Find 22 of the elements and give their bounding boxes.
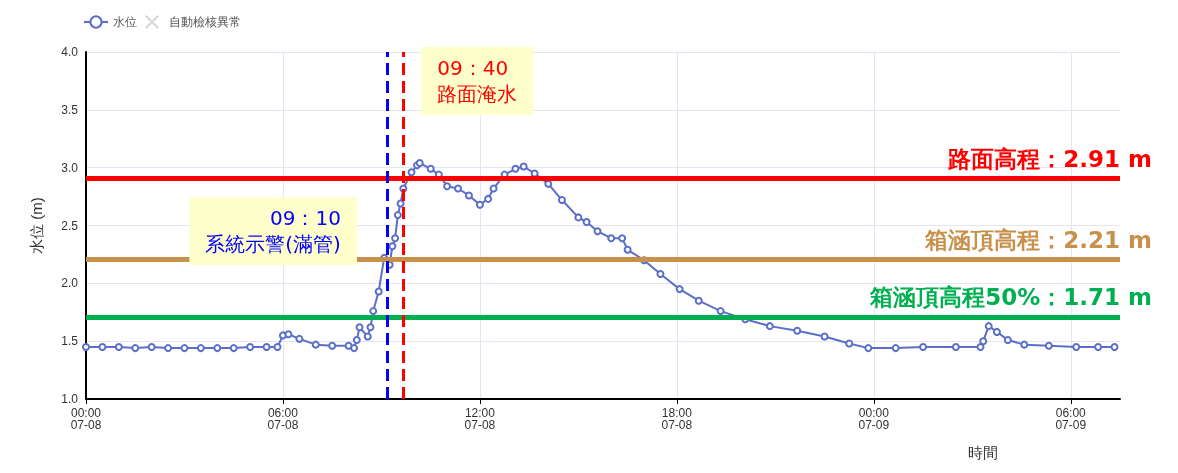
y-tick-label: 2.0 (61, 276, 79, 291)
y-tick-label: 3.5 (61, 102, 79, 117)
y-tick-label: 4.0 (61, 45, 79, 59)
x-tick-label: 00:00 07-08 (70, 406, 102, 432)
x-tick-label: 12:00 07-08 (464, 406, 496, 432)
legend-label: 水位 (113, 15, 137, 29)
y-tick-label: 1.5 (61, 334, 79, 349)
y-axis-title: 水位 (m) (28, 197, 45, 254)
ref-line-label: 箱涵頂高程：2.21 m (924, 226, 1152, 253)
ref-line-label: 箱涵頂高程50%：1.71 m (869, 284, 1152, 311)
x-tick-label: 06:00 07-08 (267, 406, 299, 432)
y-tick-label: 1.0 (61, 392, 79, 406)
ref-line-label: 09：10 系統示警(滿管) (205, 206, 341, 257)
x-tick-label: 18:00 07-08 (661, 406, 693, 432)
x-tick-label: 06:00 07-09 (1055, 406, 1087, 432)
ref-line-label: 路面高程：2.91 m (947, 145, 1152, 172)
y-tick-label: 2.5 (61, 218, 79, 233)
x-tick-label: 00:00 07-09 (858, 406, 890, 432)
legend-label: 自動檢核異常 (169, 15, 241, 29)
y-tick-label: 3.0 (61, 160, 79, 175)
ref-line-label: 09：40 路面淹水 (437, 55, 518, 106)
x-axis-title: 時間 (968, 444, 998, 461)
